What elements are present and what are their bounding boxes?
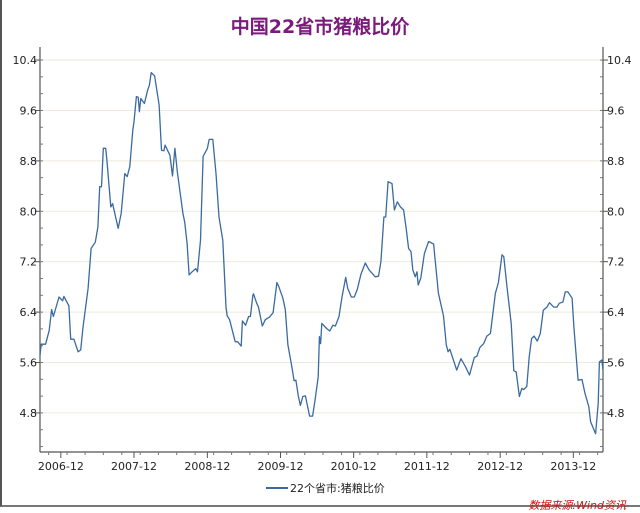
y-tick-label-right: 10.4 (607, 54, 632, 67)
chart-title: 中国22省市猪粮比价 (230, 16, 410, 38)
x-tick-label: 2011-12 (404, 460, 450, 473)
x-tick-label: 2010-12 (331, 460, 377, 473)
legend: 22个省市:猪粮比价 (266, 480, 385, 496)
y-tick-label-right: 9.6 (607, 104, 625, 117)
series-group (39, 71, 604, 435)
y-tick-label-right: 8.0 (607, 205, 625, 218)
y-tick-label-right: 5.6 (607, 357, 625, 370)
series-line-pig-grain-ratio (39, 71, 604, 435)
legend-swatch (266, 487, 288, 489)
axes (35, 47, 608, 458)
y-tick-label: 4.8 (20, 407, 38, 420)
y-tick-label-right: 4.8 (607, 407, 625, 420)
x-tick-label: 2006-12 (38, 460, 84, 473)
x-tick-label: 2009-12 (258, 460, 304, 473)
y-tick-label: 8.8 (20, 155, 38, 168)
legend-label: 22个省市:猪粮比价 (290, 482, 385, 495)
y-tick-label: 5.6 (20, 357, 38, 370)
y-tick-label: 7.2 (20, 256, 38, 269)
y-tick-label: 10.4 (13, 54, 38, 67)
gridlines (40, 59, 603, 414)
y-tick-label-right: 6.4 (607, 306, 625, 319)
y-tick-label-right: 7.2 (607, 256, 625, 269)
x-tick-label: 2008-12 (184, 460, 230, 473)
y-tick-label-right: 8.8 (607, 155, 625, 168)
y-tick-label: 9.6 (20, 104, 38, 117)
y-tick-label: 6.4 (20, 306, 38, 319)
x-tick-label: 2013-12 (550, 460, 596, 473)
tick-labels: 10.4 10.4 9.6 9.6 8.8 8.8 8.0 8.0 7.2 7.2 6.4 6.4 5.… (13, 54, 632, 473)
x-tick-label: 2012-12 (477, 460, 523, 473)
x-tick-label: 2007-12 (111, 460, 157, 473)
data-source-note: 数据来源:Wind资讯 (528, 499, 626, 512)
y-tick-label: 8.0 (20, 205, 38, 218)
